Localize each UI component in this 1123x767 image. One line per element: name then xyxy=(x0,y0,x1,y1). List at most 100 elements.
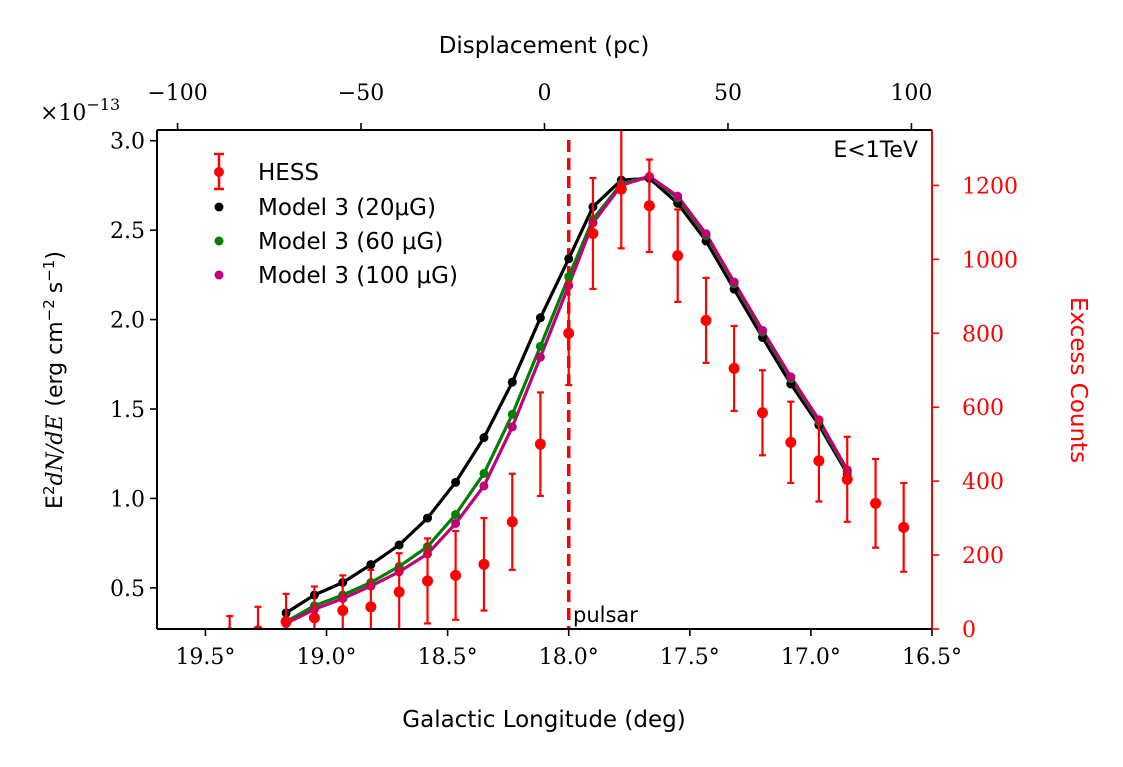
top-tick-label: −100 xyxy=(147,81,207,106)
legend-marker-20ug xyxy=(214,202,224,212)
y-multiplier-exp: −13 xyxy=(86,95,120,114)
model-point xyxy=(507,422,517,432)
hess-point xyxy=(308,612,320,624)
model-point xyxy=(507,377,517,387)
top-tick-label: 100 xyxy=(890,81,932,106)
y-right-tick-label: 1200 xyxy=(962,174,1018,199)
pulsar-annotation: pulsar xyxy=(573,603,638,627)
x-tick-label: 16.5° xyxy=(902,645,962,670)
model-point xyxy=(535,352,545,362)
top-tick-label: 50 xyxy=(714,81,742,106)
x-tick-label: 18.0° xyxy=(539,645,599,670)
hess-point xyxy=(813,455,825,467)
hess-point xyxy=(841,473,853,485)
x-axis-title: Galactic Longitude (deg) xyxy=(402,707,685,733)
legend-label-60ug: Model 3 (60 μG) xyxy=(258,229,443,255)
left-axis-title-units: (erg cm xyxy=(43,321,68,406)
legend-label-100ug: Model 3 (100 μG) xyxy=(258,263,458,289)
top-tick-label: 0 xyxy=(538,81,552,106)
hess-point xyxy=(587,227,599,239)
model-point xyxy=(786,372,796,382)
y-right-tick-label: 0 xyxy=(962,618,976,643)
model-point xyxy=(701,229,711,239)
model-point xyxy=(564,254,574,264)
top-axis-title: Displacement (pc) xyxy=(439,33,650,59)
x-tick-label: 19.0° xyxy=(297,645,357,670)
model-point xyxy=(757,325,767,335)
data-points-group xyxy=(225,130,910,629)
y-left-tick-label: 0.5 xyxy=(110,577,145,602)
x-tick-label: 17.0° xyxy=(781,645,841,670)
y-left-tick-label: 3.0 xyxy=(110,130,145,155)
model-point xyxy=(479,481,489,491)
model-point xyxy=(451,477,461,487)
hess-point xyxy=(478,558,490,570)
model-point xyxy=(451,510,461,520)
y-left-tick-label: 2.5 xyxy=(110,219,145,244)
left-axis-title-prefix: E xyxy=(43,495,68,509)
x-tick-label: 19.5° xyxy=(175,645,235,670)
right-axis-title: Excess Counts xyxy=(1065,297,1091,463)
hess-point xyxy=(898,521,910,533)
axes-group xyxy=(156,129,933,630)
hess-point xyxy=(506,516,518,528)
y-right-tick-label: 400 xyxy=(962,470,1004,495)
hess-point xyxy=(534,438,546,450)
model-point xyxy=(366,560,376,570)
hess-point xyxy=(563,327,575,339)
model-point xyxy=(729,277,739,287)
hess-point xyxy=(756,407,768,419)
ticks-group: 19.5° 19.0° 18.5° 18.0° 17.5° 17.0° 16.5° −100 −… xyxy=(110,81,1018,670)
hess-point xyxy=(700,314,712,326)
hess-point xyxy=(728,362,740,374)
left-axis-title-units-sup: −2 xyxy=(40,299,58,321)
y-multiplier: ×10−13 xyxy=(40,95,120,126)
hess-point xyxy=(365,601,377,613)
x-tick-label: 17.5° xyxy=(660,645,720,670)
y-right-tick-label: 600 xyxy=(962,396,1004,421)
model-point xyxy=(451,518,461,528)
model-point xyxy=(394,540,404,550)
model-point xyxy=(673,191,683,201)
model-point xyxy=(564,272,574,282)
energy-range-label: E<1TeV xyxy=(833,138,918,163)
hess-point xyxy=(280,616,292,628)
hess-point xyxy=(252,625,264,629)
hess-point xyxy=(870,497,882,509)
model-point xyxy=(535,341,545,351)
hess-point xyxy=(785,436,797,448)
hess-point xyxy=(393,586,405,598)
model-point xyxy=(479,433,489,443)
y-multiplier-base: ×10 xyxy=(40,101,86,126)
left-axis-title-units-end: s xyxy=(43,282,68,293)
left-axis-title-units-end-sup: −1 xyxy=(40,260,58,282)
legend-marker-60ug xyxy=(214,236,224,246)
legend-marker-hess xyxy=(214,152,224,191)
legend-label-20ug: Model 3 (20μG) xyxy=(258,195,436,221)
model-point xyxy=(535,313,545,323)
y-left-tick-label: 1.0 xyxy=(110,487,145,512)
y-right-tick-label: 800 xyxy=(962,322,1004,347)
legend-marker-100ug xyxy=(214,270,224,280)
top-tick-label: −50 xyxy=(338,81,384,106)
left-axis-title-math: dN/dE xyxy=(43,415,68,486)
legend: HESS Model 3 (20μG) Model 3 (60 μG) Mode… xyxy=(214,152,458,289)
hess-point xyxy=(615,183,627,195)
left-axis-title-close: ) xyxy=(43,251,68,260)
hess-point xyxy=(643,200,655,212)
y-right-tick-label: 1000 xyxy=(962,248,1018,273)
legend-label-hess: HESS xyxy=(258,160,319,186)
left-axis-title-sup: 2 xyxy=(40,486,58,496)
y-right-tick-label: 200 xyxy=(962,544,1004,569)
left-axis-title: E2dN/dE (erg cm−2 s−1) xyxy=(40,251,68,509)
y-left-tick-label: 2.0 xyxy=(110,309,145,334)
hess-point xyxy=(422,575,434,587)
x-tick-label: 18.5° xyxy=(418,645,478,670)
hess-point xyxy=(337,605,349,617)
legend-hess-dot xyxy=(214,167,224,177)
model-point xyxy=(423,513,433,523)
model-point xyxy=(507,409,517,419)
hess-point xyxy=(672,250,684,262)
